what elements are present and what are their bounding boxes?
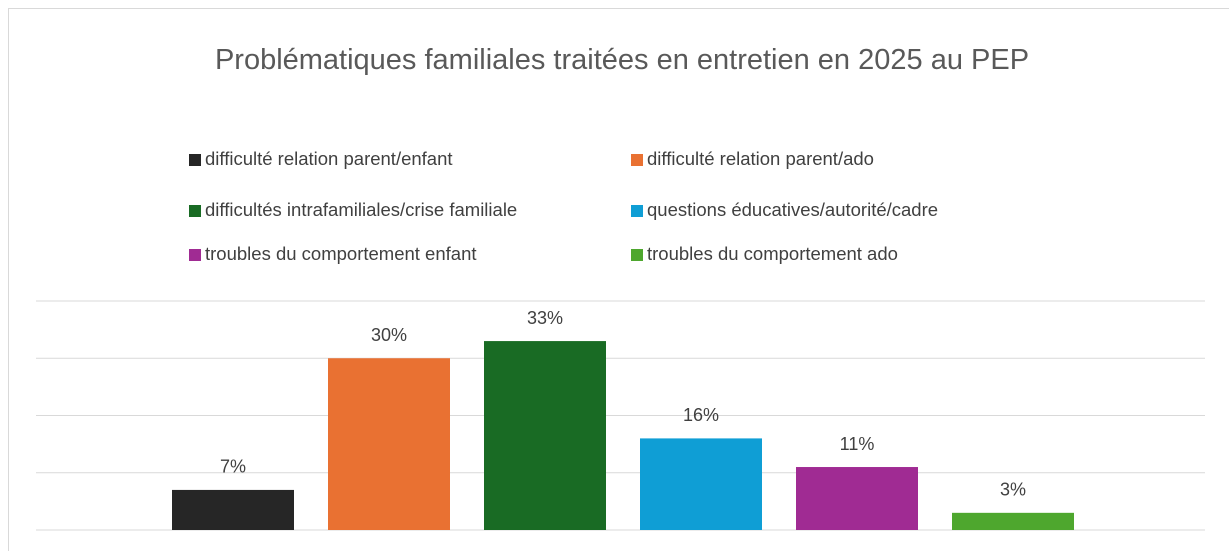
data-label: 11%	[840, 434, 875, 454]
legend-label: questions éducatives/autorité/cadre	[647, 199, 938, 220]
legend-label: difficulté relation parent/enfant	[205, 148, 453, 169]
legend-swatch	[189, 154, 201, 166]
legend-swatch	[631, 249, 643, 261]
legend-label: troubles du comportement enfant	[205, 243, 477, 264]
chart-title: Problématiques familiales traitées en en…	[214, 44, 1030, 76]
data-label: 33%	[527, 308, 563, 328]
legend-label: difficultés intrafamiliales/crise famili…	[205, 199, 517, 220]
data-label: 3%	[1000, 480, 1026, 500]
chart-frame	[8, 8, 1229, 551]
data-label: 7%	[220, 457, 246, 477]
data-label: 30%	[371, 325, 407, 345]
bar	[640, 438, 762, 530]
bar	[796, 467, 918, 530]
legend-swatch	[189, 205, 201, 217]
legend-label: difficulté relation parent/ado	[647, 148, 874, 169]
data-label: 16%	[683, 405, 719, 425]
bar	[484, 341, 606, 530]
bar	[952, 512, 1074, 530]
legend-label: troubles du comportement ado	[647, 243, 898, 264]
legend-swatch	[189, 249, 201, 261]
legend-swatch	[631, 154, 643, 166]
bar	[172, 489, 294, 530]
legend-swatch	[631, 205, 643, 217]
bar	[328, 358, 450, 530]
